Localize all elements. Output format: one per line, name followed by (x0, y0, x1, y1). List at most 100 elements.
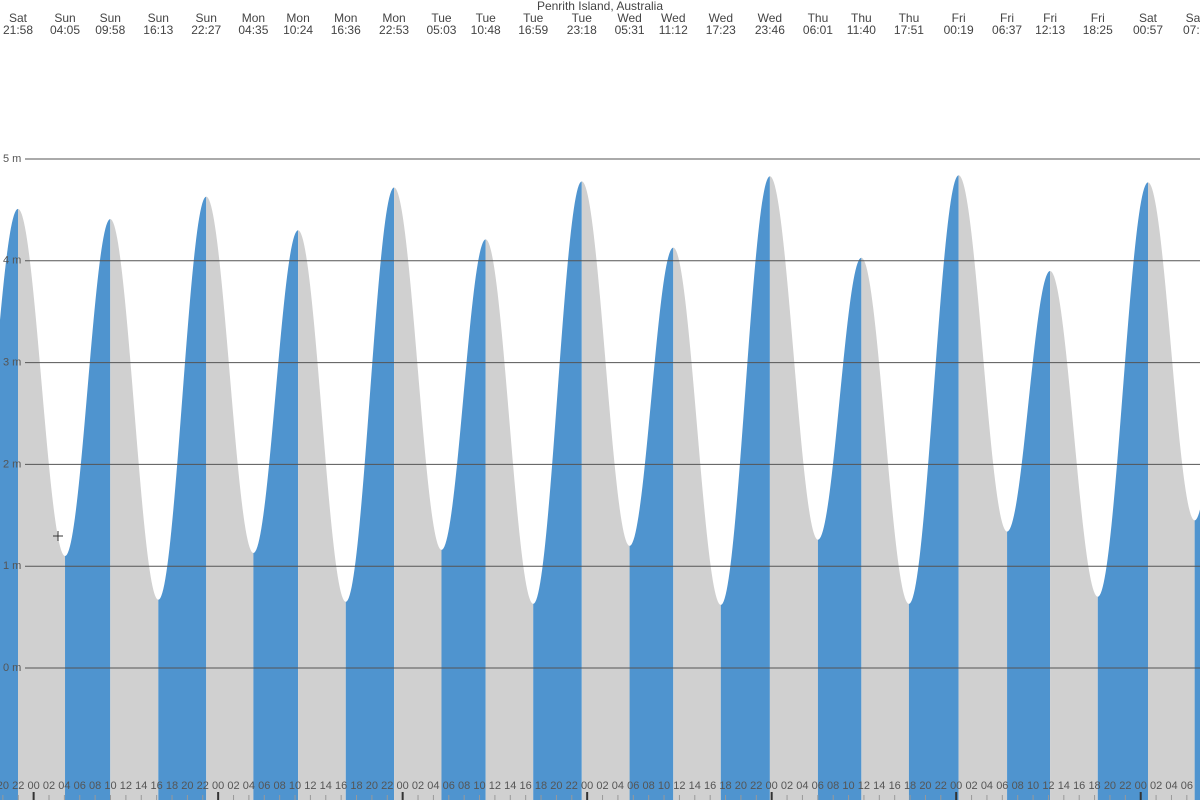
day-label: Tue (431, 11, 452, 25)
cursor (53, 531, 63, 541)
hour-tick-label: 06 (443, 780, 455, 792)
time-label: 00:57 (1133, 23, 1163, 37)
hour-tick-label: 02 (965, 780, 977, 792)
hour-tick-label: 18 (350, 780, 362, 792)
hour-tick-label: 22 (1119, 780, 1131, 792)
day-label: Thu (808, 11, 829, 25)
time-label: 17:23 (706, 23, 736, 37)
day-label: Fri (1000, 11, 1014, 25)
hour-tick-label: 06 (258, 780, 270, 792)
hour-tick-label: 20 (366, 780, 378, 792)
tide-area (485, 239, 534, 800)
hour-tick-label: 20 (550, 780, 562, 792)
hour-tick-label: 12 (673, 780, 685, 792)
hour-tick-label: 22 (197, 780, 209, 792)
hour-tick-label: 08 (274, 780, 286, 792)
hour-tick-label: 04 (981, 780, 993, 792)
tide-area (18, 208, 66, 800)
day-label: Wed (709, 11, 733, 25)
day-label: Tue (523, 11, 544, 25)
hour-tick-label: 14 (504, 780, 516, 792)
hour-tick-label: 22 (381, 780, 393, 792)
tide-area (533, 181, 582, 800)
hour-tick-label: 02 (227, 780, 239, 792)
day-label: Mon (286, 11, 309, 25)
hour-tick-label: 02 (412, 780, 424, 792)
hour-tick-label: 14 (1058, 780, 1070, 792)
time-label: 21:58 (3, 23, 33, 37)
time-label: 06:01 (803, 23, 833, 37)
day-label: Mon (334, 11, 357, 25)
day-label: Fri (1091, 11, 1105, 25)
time-label: 00:19 (944, 23, 974, 37)
hour-tick-label: 18 (904, 780, 916, 792)
hour-tick-label: 00 (397, 780, 409, 792)
hour-tick-label: 14 (320, 780, 332, 792)
hour-tick-label: 22 (566, 780, 578, 792)
time-label: 18:25 (1083, 23, 1113, 37)
time-label: 04:35 (238, 23, 268, 37)
hour-tick-label: 18 (166, 780, 178, 792)
hour-tick-label: 06 (812, 780, 824, 792)
tide-area (110, 219, 159, 800)
time-label: 09:58 (95, 23, 125, 37)
time-label: 16:36 (331, 23, 361, 37)
tide-area (206, 196, 254, 800)
time-label: 23:18 (567, 23, 597, 37)
hour-tick-label: 10 (473, 780, 485, 792)
hour-tick-label: 14 (135, 780, 147, 792)
day-label: Wed (758, 11, 782, 25)
time-label: 05:03 (426, 23, 456, 37)
hour-tick-label: 10 (842, 780, 854, 792)
tide-area (908, 175, 959, 800)
hour-tick-label: 12 (489, 780, 501, 792)
hour-tick-label: 04 (427, 780, 439, 792)
hour-tick-label: 18 (1088, 780, 1100, 792)
hour-tick-label: 04 (243, 780, 255, 792)
tide-area (394, 187, 442, 800)
hour-tick-label: 14 (689, 780, 701, 792)
hour-tick-label: 10 (289, 780, 301, 792)
hour-tick-label: 22 (750, 780, 762, 792)
tide-areas (0, 175, 1200, 800)
hour-tick-label: 08 (643, 780, 655, 792)
y-tick-label: 4 m (3, 255, 21, 267)
grid (25, 158, 1200, 669)
hour-tick-label: 00 (212, 780, 224, 792)
hour-tick-label: 16 (151, 780, 163, 792)
time-label: 04:05 (50, 23, 80, 37)
day-label: Sat (1139, 11, 1158, 25)
time-label: 11:12 (659, 23, 688, 37)
hour-tick-label: 22 (12, 780, 24, 792)
day-label: Sun (54, 11, 75, 25)
tide-area (629, 247, 674, 800)
hour-tick-label: 00 (766, 780, 778, 792)
day-label: Sat (1186, 11, 1200, 25)
hour-tick-label: 10 (104, 780, 116, 792)
hour-tick-label: 04 (796, 780, 808, 792)
tide-area (0, 208, 18, 800)
hour-tick-label: 18 (719, 780, 731, 792)
hour-tick-label: 00 (1135, 780, 1147, 792)
hour-tick-label: 08 (827, 780, 839, 792)
hour-tick-label: 08 (89, 780, 101, 792)
hour-tick-label: 06 (1181, 780, 1193, 792)
tide-area (298, 230, 346, 800)
time-label: 22:53 (379, 23, 409, 37)
hour-tick-label: 20 (0, 780, 9, 792)
hour-tick-label: 22 (935, 780, 947, 792)
hour-tick-label: 06 (996, 780, 1008, 792)
day-label: Mon (242, 11, 265, 25)
tide-area (581, 181, 630, 800)
hour-tick-label: 12 (1042, 780, 1054, 792)
hour-tick-label: 10 (658, 780, 670, 792)
day-label: Sun (196, 11, 217, 25)
tide-area (769, 176, 818, 800)
time-label: 16:13 (143, 23, 173, 37)
tide-area (861, 257, 909, 800)
tide-area (1050, 270, 1098, 800)
hour-tick-label: 20 (919, 780, 931, 792)
time-label: 10:24 (283, 23, 313, 37)
hour-tick-label: 16 (1073, 780, 1085, 792)
